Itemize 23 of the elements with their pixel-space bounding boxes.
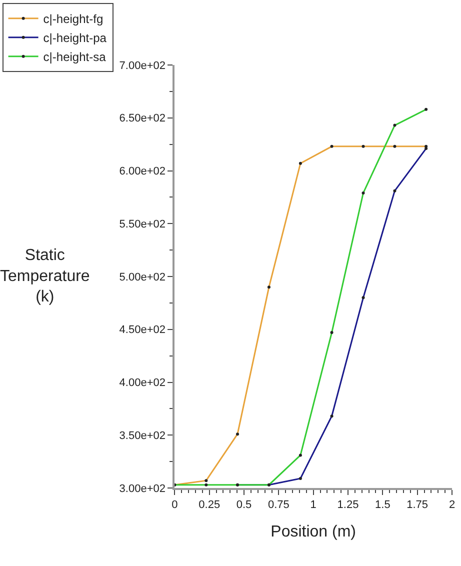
legend-label: c|-height-fg [43, 12, 104, 26]
y-tick-label: 5.50e+02 [119, 218, 166, 230]
y-tick-label: 7.00e+02 [119, 60, 166, 72]
legend-label: c|-height-pa [43, 31, 107, 46]
y-tick-label: 6.50e+02 [119, 112, 166, 125]
y-tick-label: 6.00e+02 [119, 166, 166, 178]
x-tick-label: 1.5 [375, 499, 390, 512]
x-tick-label: 0.75 [268, 499, 290, 512]
x-tick-label: 0.25 [198, 499, 220, 512]
x-tick-label: 1.25 [337, 499, 359, 512]
x-tick-label: 0 [172, 499, 178, 512]
x-tick-label: 1.75 [406, 499, 428, 512]
x-tick-label: 2 [448, 499, 456, 512]
y-tick-label: 3.00e+02 [119, 482, 166, 495]
y-tick-label: 4.00e+02 [119, 377, 166, 390]
y-tick-label: 5.00e+02 [119, 271, 166, 284]
x-tick-label: 1 [310, 499, 316, 512]
x-tick-label: 0.5 [236, 499, 252, 512]
x-axis-title: Position (m) [270, 523, 356, 540]
y-axis-title: Static Temperature (k) [0, 247, 90, 306]
legend-label: c|-height-sa [43, 50, 106, 64]
y-tick-label: 4.50e+02 [119, 324, 166, 336]
y-tick-label: 3.50e+02 [119, 430, 166, 442]
